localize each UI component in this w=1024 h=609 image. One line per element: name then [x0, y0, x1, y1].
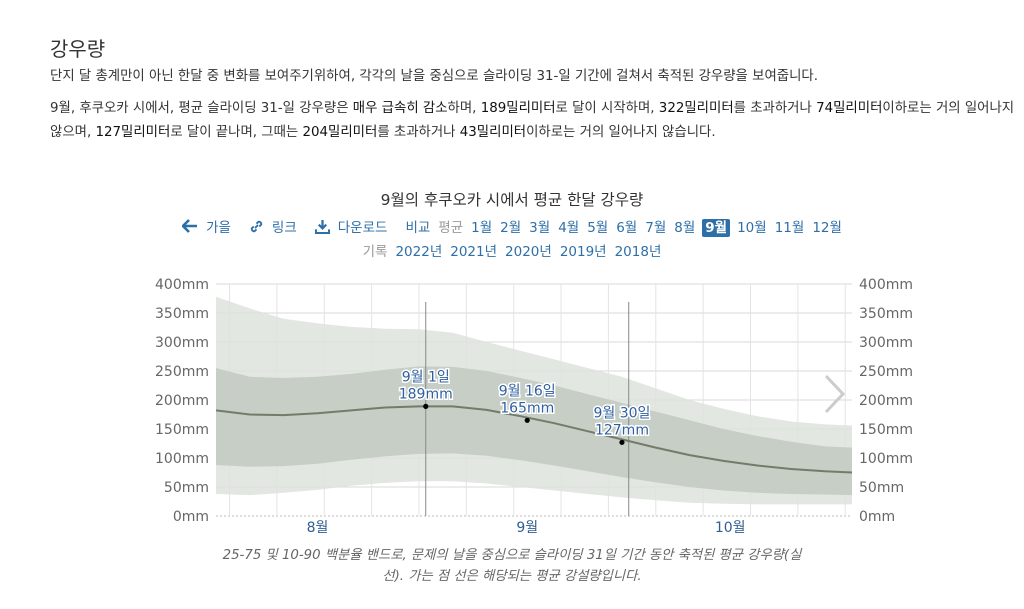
- marker-point-2: [619, 439, 625, 445]
- month-links: 1월 2월 3월 4월 5월 6월 7월 8월 9월 10월 11월 12월: [467, 216, 846, 237]
- average-label: 평균: [438, 220, 464, 236]
- summary-end-high: 204밀리미터: [302, 125, 378, 140]
- summary-text-5: 이하로는 거의 일어나지 않으며,: [50, 101, 1015, 140]
- summary-trend: 매우 급속히 감소: [352, 101, 448, 116]
- y-tick-left-2: 100mm: [155, 451, 209, 467]
- download-icon: [314, 219, 330, 234]
- x-month-label-0: 8월: [307, 520, 329, 534]
- y-tick-left-5: 250mm: [155, 364, 209, 380]
- marker-point-1: [524, 417, 530, 423]
- month-link-11[interactable]: 11월: [774, 220, 805, 236]
- intro-paragraph: 단지 달 총계만이 아닌 한달 중 변화를 보여주기위하여, 각각의 날을 중심…: [50, 69, 818, 84]
- summary-text-6: 로 달이 끝나며, 그때는: [170, 125, 303, 140]
- summary-text-2: 하며,: [447, 101, 481, 116]
- month-link-6[interactable]: 6월: [616, 220, 638, 236]
- summary-text-4: 를 초과하거나: [733, 101, 817, 116]
- month-link-9[interactable]: 9월: [702, 219, 731, 237]
- page-title: 강우량: [50, 37, 106, 61]
- month-link-5[interactable]: 5월: [587, 220, 609, 236]
- link-link[interactable]: 링크: [249, 216, 297, 236]
- chart-title: 9월의 후쿠오카 시에서 평균 한달 강우량: [380, 191, 644, 209]
- x-month-label-2: 10월: [715, 520, 746, 534]
- chart-nav: 가을 링크 다운로드 비교 평균 1월 2월 3월 4월 5월 6월 7월 8월 9월 10월 11…: [0, 216, 1024, 237]
- month-link-4[interactable]: 4월: [558, 220, 580, 236]
- y-tick-left-3: 150mm: [155, 422, 209, 438]
- summary-start-high: 322밀리미터: [658, 101, 734, 116]
- marker-point-0: [423, 403, 429, 409]
- y-tick-right-4: 200mm: [859, 393, 913, 409]
- summary-end-low: 43밀리미터: [459, 125, 527, 140]
- summary-paragraph: 9월, 후쿠오카 시에서, 평균 슬라이딩 31-일 강우량은 매우 급속히 감…: [50, 97, 1015, 145]
- caption-line-2: 선). 가는 점 선은 해당되는 평균 강설량입니다.: [382, 569, 642, 584]
- month-link-2[interactable]: 2월: [500, 220, 522, 236]
- y-tick-right-1: 50mm: [859, 480, 904, 496]
- x-month-label-1: 9월: [516, 520, 538, 534]
- chevron-right-icon[interactable]: [824, 374, 846, 414]
- y-tick-right-8: 400mm: [859, 277, 913, 293]
- summary-text-3: 로 달이 시작하며,: [555, 101, 659, 116]
- month-link-8[interactable]: 8월: [674, 220, 696, 236]
- band-25-75: [216, 366, 852, 496]
- y-tick-left-4: 200mm: [155, 393, 209, 409]
- y-tick-left-8: 400mm: [155, 277, 209, 293]
- year-links: 2022년 2021년 2020년 2019년 2018년: [391, 240, 665, 260]
- back-link[interactable]: 가을: [182, 216, 231, 236]
- summary-end-value: 127밀리미터: [95, 125, 171, 140]
- marker-value-label-0: 189mm: [399, 386, 453, 402]
- y-tick-left-1: 50mm: [164, 480, 209, 496]
- rainfall-chart: 0mm 0mm 50mm 50mm 100mm 100mm 150mm 150mm 200mm 2…: [155, 277, 913, 534]
- caption-line-1: 25-75 및 10-90 백분율 밴드로, 문제의 날을 중심으로 슬라이딩 …: [222, 548, 802, 563]
- y-tick-right-7: 350mm: [859, 306, 913, 322]
- y-tick-left-7: 350mm: [155, 306, 209, 322]
- y-tick-right-6: 300mm: [859, 335, 913, 351]
- year-link-2021[interactable]: 2021년: [450, 244, 498, 260]
- month-link-3[interactable]: 3월: [529, 220, 551, 236]
- y-tick-right-2: 100mm: [859, 451, 913, 467]
- y-tick-right-3: 150mm: [859, 422, 913, 438]
- compare-link[interactable]: 비교: [405, 220, 431, 236]
- y-tick-right-0: 0mm: [859, 509, 895, 525]
- y-tick-left-0: 0mm: [173, 509, 209, 525]
- year-link-2018[interactable]: 2018년: [614, 244, 662, 260]
- year-link-2020[interactable]: 2020년: [505, 244, 552, 260]
- chart-caption: 25-75 및 10-90 백분율 밴드로, 문제의 날을 중심으로 슬라이딩 …: [0, 545, 1024, 587]
- summary-text-8: 이하로는 거의 일어나지 않습니다.: [526, 125, 716, 140]
- download-link[interactable]: 다운로드: [314, 216, 388, 236]
- marker-date-label-1: 9월 16일: [499, 383, 556, 399]
- download-label: 다운로드: [337, 220, 388, 236]
- month-link-10[interactable]: 10월: [737, 220, 767, 236]
- back-label: 가을: [206, 220, 231, 236]
- marker-value-label-1: 165mm: [500, 400, 554, 416]
- month-link-1[interactable]: 1월: [471, 220, 493, 236]
- arrow-left-icon: [182, 219, 198, 233]
- median-line: [215, 405, 853, 474]
- summary-start-value: 189밀리미터: [480, 101, 556, 116]
- summary-text-7: 를 초과하거나: [377, 125, 460, 140]
- record-label: 기록: [362, 244, 388, 260]
- summary-text-1: 9월, 후쿠오카 시에서, 평균 슬라이딩 31-일 강우량은: [50, 101, 353, 116]
- marker-date-label-0: 9월 1일: [402, 369, 450, 385]
- month-link-12[interactable]: 12월: [812, 220, 842, 236]
- link-label: 링크: [271, 220, 297, 236]
- marker-value-label-2: 127mm: [595, 422, 649, 438]
- y-tick-right-5: 250mm: [859, 364, 913, 380]
- y-tick-left-6: 300mm: [155, 335, 209, 351]
- marker-date-label-2: 9월 30일: [593, 405, 650, 421]
- month-link-7[interactable]: 7월: [645, 220, 667, 236]
- year-link-2022[interactable]: 2022년: [395, 244, 443, 260]
- link-icon: [250, 220, 263, 232]
- record-nav: 기록 2022년 2021년 2020년 2019년 2018년: [0, 240, 1024, 260]
- year-link-2019[interactable]: 2019년: [559, 244, 607, 260]
- summary-start-low: 74밀리미터: [816, 101, 883, 116]
- chevron-left-icon[interactable]: [225, 374, 247, 414]
